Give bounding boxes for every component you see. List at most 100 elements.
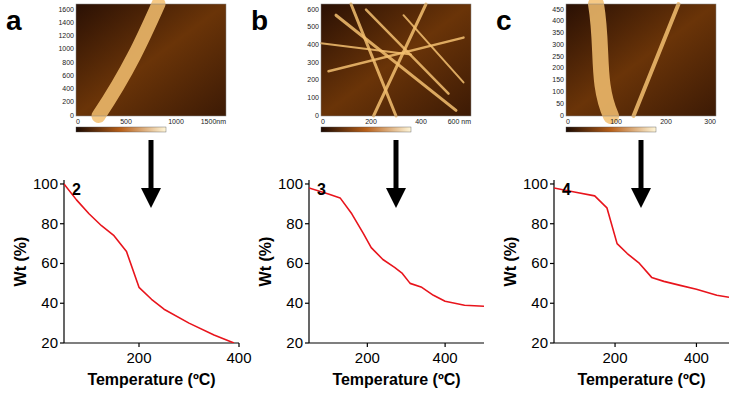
image-tick-label: 600 — [307, 6, 319, 13]
y-tick — [60, 183, 64, 184]
y-tick — [60, 342, 64, 343]
image-tick-label: 1200 — [58, 32, 74, 39]
arrow-head — [631, 188, 651, 208]
image-tick-label: 1000 — [168, 118, 184, 125]
afm-frame — [321, 4, 471, 116]
y-tick — [305, 183, 309, 184]
afm-fibre — [596, 4, 611, 116]
image-tick-label: 200 — [307, 76, 319, 83]
image-tick-label: 300 — [704, 118, 716, 125]
y-tick — [305, 223, 309, 224]
y-tick-label: 20 — [531, 334, 548, 351]
y-tick-label: 60 — [41, 254, 58, 271]
image-tick-label: 200 — [552, 64, 564, 71]
image-tick-label: 400 — [62, 85, 74, 92]
panel: a050010001500nm1600140012001000800600400… — [6, 4, 252, 388]
arrow-head — [141, 188, 161, 208]
y-tick — [305, 263, 309, 264]
image-tick-label: 100 — [307, 94, 319, 101]
y-axis-title: Wt (%) — [257, 237, 274, 287]
y-tick-label: 80 — [41, 215, 58, 232]
arrow-shaft — [394, 140, 399, 190]
y-tick-label: 60 — [531, 254, 548, 271]
afm-fibre — [374, 4, 427, 116]
tga-curve — [64, 184, 234, 343]
afm-image — [321, 4, 471, 116]
panel-letter: a — [6, 5, 22, 36]
x-axis-title: Temperature (ºC) — [87, 371, 215, 388]
image-tick-label: 200 — [365, 118, 377, 125]
y-tick — [305, 342, 309, 343]
x-tick-label: 200 — [355, 349, 380, 366]
afm-fibre — [321, 43, 411, 54]
tga-curve — [554, 188, 729, 297]
image-tick-label: 100 — [610, 118, 622, 125]
y-tick — [550, 183, 554, 184]
y-tick-label: 80 — [531, 215, 548, 232]
afm-image — [566, 4, 716, 116]
arrow-shaft — [149, 140, 154, 190]
y-axis — [553, 180, 554, 343]
y-tick-label: 20 — [286, 334, 303, 351]
arrow-shaft — [639, 140, 644, 190]
x-axis-title: Temperature (ºC) — [577, 371, 705, 388]
y-tick — [60, 223, 64, 224]
y-tick-label: 100 — [278, 175, 303, 192]
image-tick-label: 450 — [552, 6, 564, 13]
arrow-head — [386, 188, 406, 208]
x-tick — [367, 343, 368, 347]
sample-label: 4 — [562, 181, 571, 198]
colorbar — [321, 127, 411, 132]
chart: 20040020406080100Temperature (ºC)Wt (%)3 — [257, 175, 484, 388]
x-tick-label: 400 — [684, 349, 709, 366]
y-axis-title: Wt (%) — [12, 237, 29, 287]
colorbar — [76, 127, 166, 132]
y-tick-label: 100 — [33, 175, 58, 192]
chart: 20040020406080100Temperature (ºC)Wt (%)4 — [502, 175, 729, 388]
image-tick-label: 800 — [62, 59, 74, 66]
y-tick — [550, 342, 554, 343]
image-tick-label: 1000 — [58, 45, 74, 52]
y-axis-title: Wt (%) — [502, 237, 519, 287]
image-tick-label: 0 — [321, 118, 325, 125]
x-tick-label: 400 — [226, 349, 251, 366]
image-tick-label: 500 — [307, 23, 319, 30]
y-tick-label: 40 — [286, 294, 303, 311]
image-tick-label: 1400 — [58, 19, 74, 26]
image-tick-label: 200 — [62, 98, 74, 105]
y-tick — [550, 223, 554, 224]
figure: a050010001500nm1600140012001000800600400… — [0, 0, 739, 397]
image-tick-label: 250 — [552, 53, 564, 60]
image-tick-label: 1600 — [58, 6, 74, 13]
image-tick-label: 600 — [62, 72, 74, 79]
x-axis — [64, 342, 239, 343]
afm-fibre — [634, 4, 679, 116]
y-tick-label: 40 — [41, 294, 58, 311]
image-tick-label: 0 — [566, 118, 570, 125]
sample-label: 2 — [72, 181, 81, 198]
x-tick — [614, 343, 615, 347]
image-tick-label: 400 — [552, 17, 564, 24]
x-axis-title: Temperature (ºC) — [332, 371, 460, 388]
afm-image — [76, 4, 226, 116]
x-axis — [554, 342, 729, 343]
image-tick-label: 50 — [556, 100, 564, 107]
image-tick-label: 100 — [552, 88, 564, 95]
y-tick — [550, 303, 554, 304]
image-tick-label: 1500nm — [201, 118, 226, 125]
afm-fibre — [336, 15, 456, 110]
sample-label: 3 — [317, 181, 326, 198]
x-tick-label: 200 — [126, 349, 151, 366]
image-tick-label: 600 nm — [448, 118, 472, 125]
image-tick-label: 500 — [120, 118, 132, 125]
chart: 200 400 20 40 60 80 100 Temperature (ºC) Wt (%) 2 — [12, 175, 252, 388]
plot-data — [309, 188, 484, 306]
y-axis — [63, 180, 64, 343]
panel: c010020030045040035030025020015010050020… — [496, 4, 729, 388]
x-tick-label: 200 — [603, 349, 628, 366]
y-tick — [550, 263, 554, 264]
y-tick — [60, 303, 64, 304]
x-tick — [238, 343, 239, 347]
y-tick-label: 20 — [41, 334, 58, 351]
x-tick — [445, 343, 446, 347]
